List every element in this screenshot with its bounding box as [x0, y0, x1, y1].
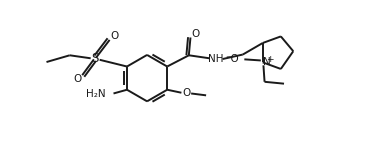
Text: O: O — [111, 31, 119, 41]
Text: NH: NH — [208, 54, 223, 64]
Text: ⁻O: ⁻O — [225, 54, 239, 64]
Text: N: N — [263, 57, 271, 67]
Text: +: + — [266, 55, 273, 64]
Text: H₂N: H₂N — [86, 89, 105, 99]
Text: O: O — [182, 88, 191, 98]
Text: O: O — [73, 74, 81, 84]
Text: S: S — [91, 52, 99, 65]
Text: O: O — [192, 29, 200, 39]
